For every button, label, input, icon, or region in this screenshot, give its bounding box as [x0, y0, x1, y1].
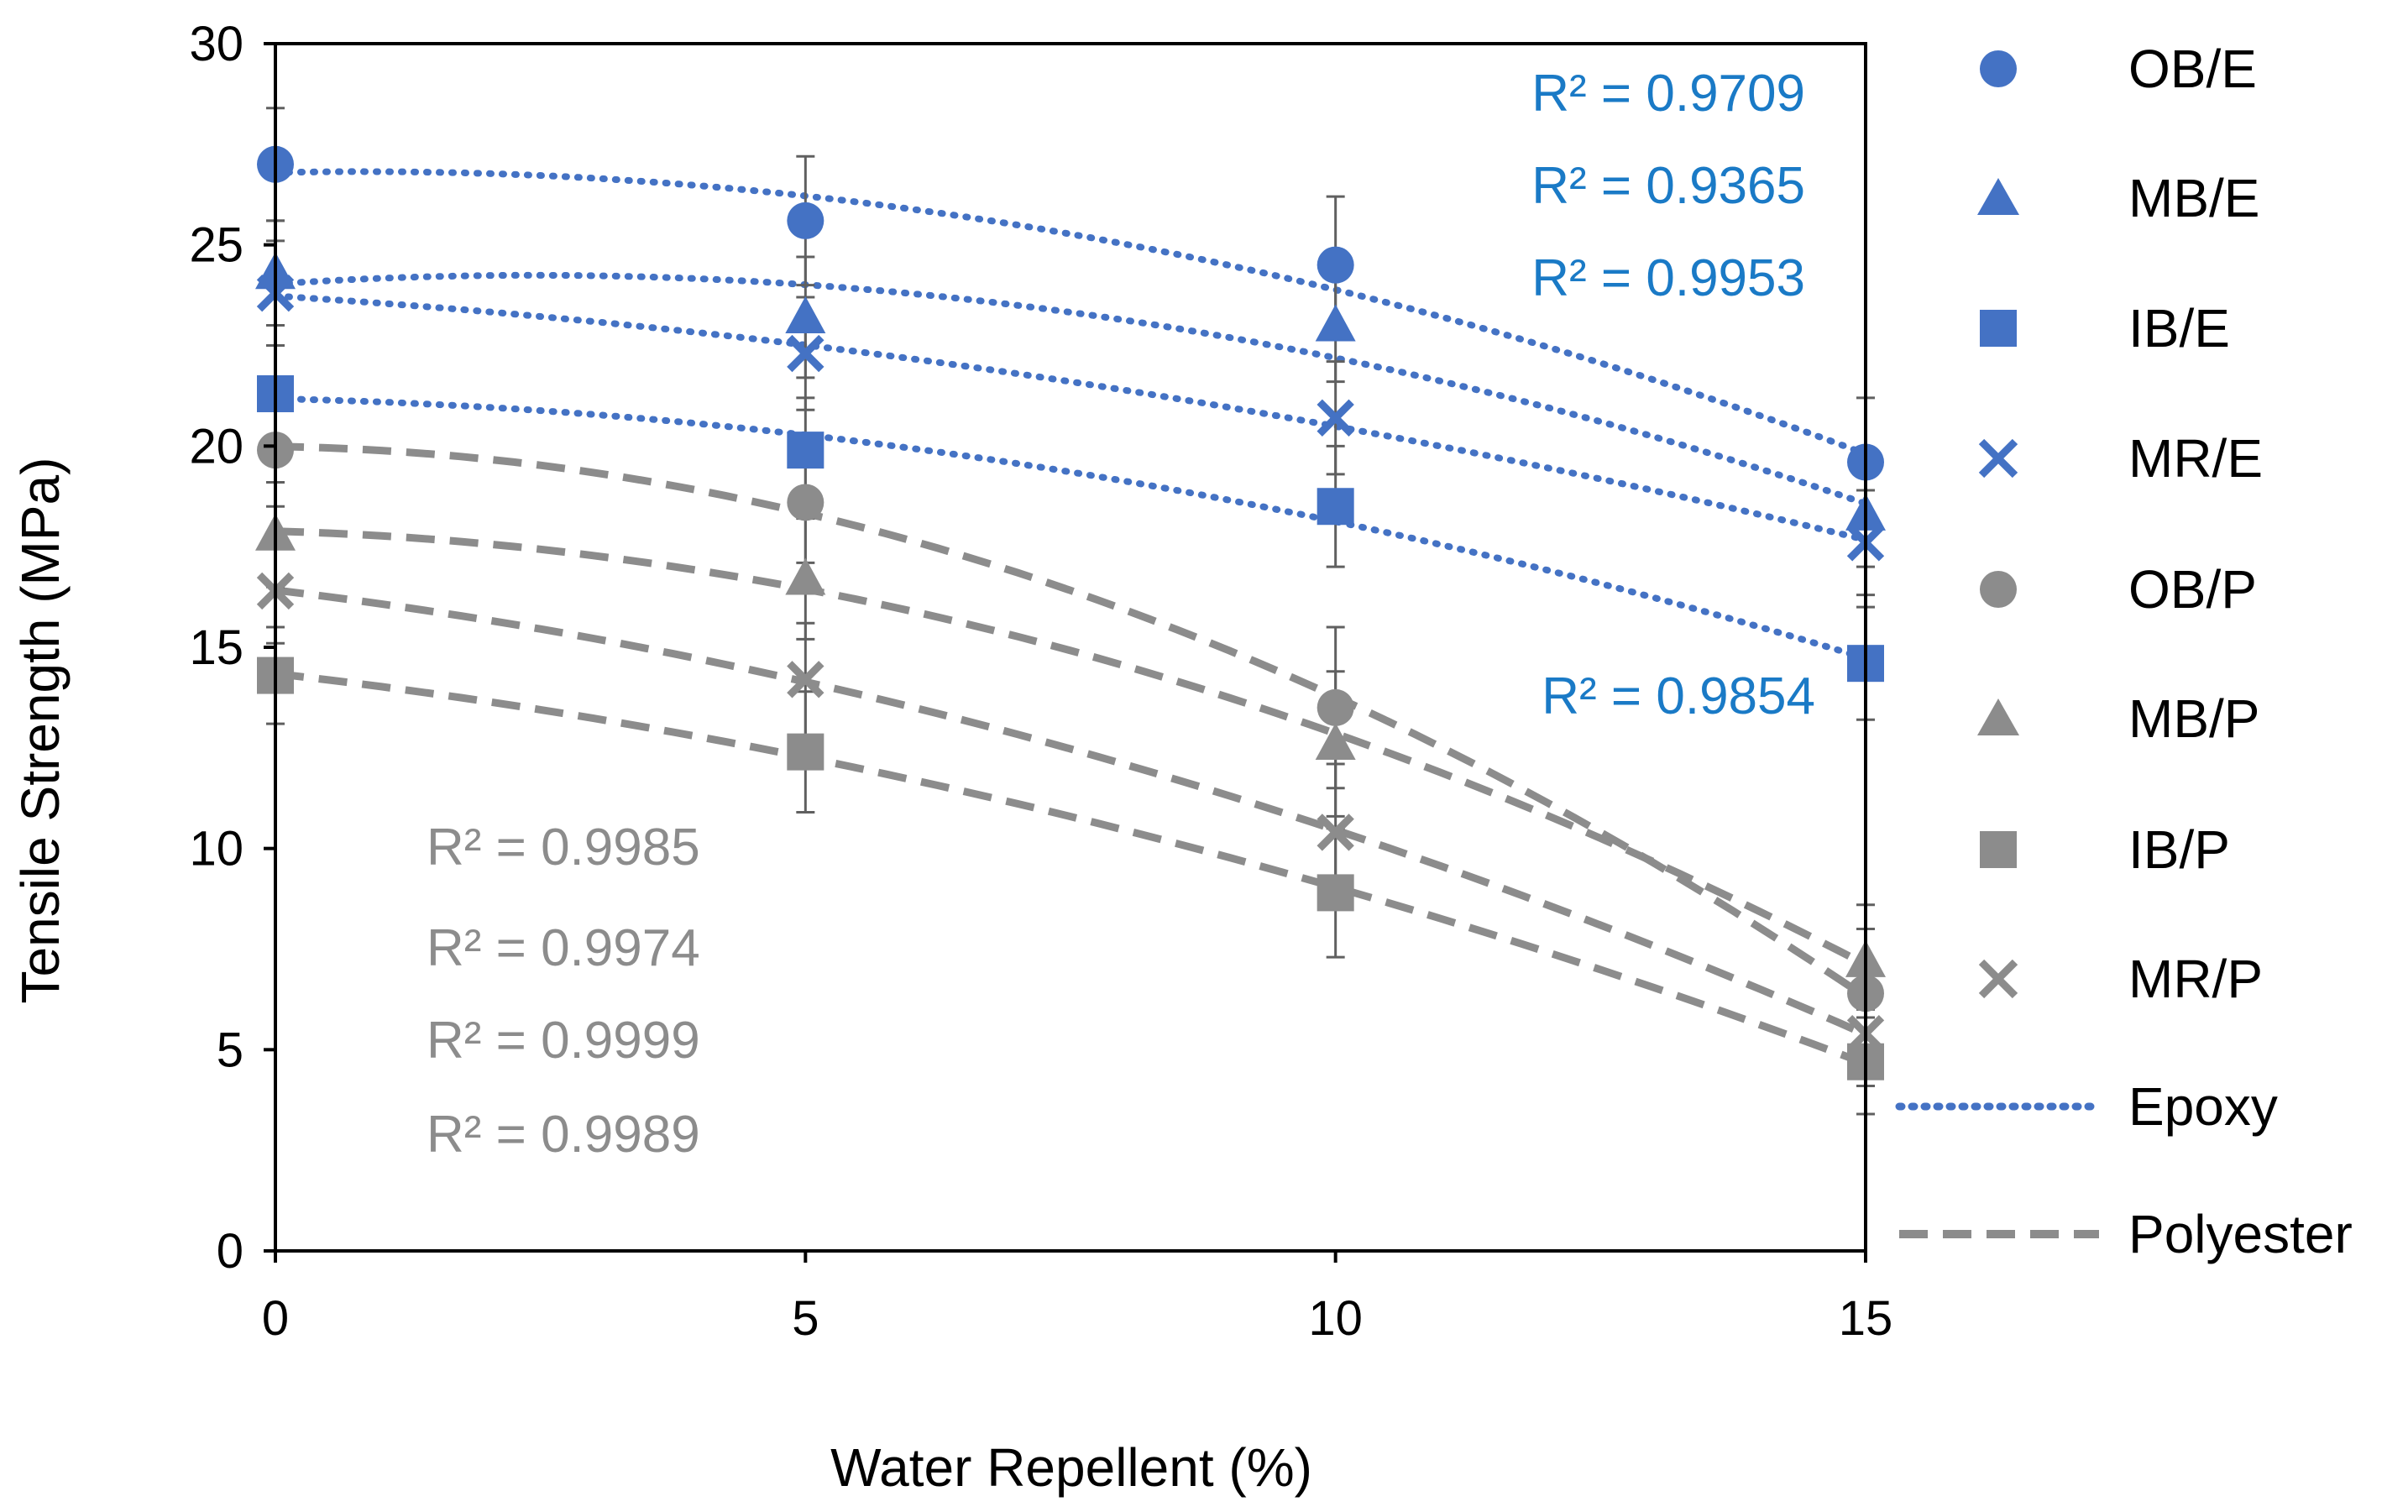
legend-label-mr-e: MR/E [2128, 428, 2263, 489]
point-ob-e-2 [1317, 246, 1354, 284]
legend-marker-ib-e [1980, 310, 2017, 347]
r2-label-epoxy-1: R² = 0.9709 [1531, 65, 1805, 123]
y-tick-label-5: 25 [189, 218, 243, 273]
point-mr-p-2 [1317, 814, 1354, 851]
legend-marker-mb-e [1977, 178, 2019, 215]
point-mb-p-2 [1315, 723, 1356, 761]
y-tick-label-0: 0 [217, 1224, 243, 1279]
y-tick-label-2: 10 [189, 822, 243, 876]
r2-label-polyester-4: R² = 0.9989 [427, 1106, 700, 1164]
legend-label-ib-e: IB/E [2128, 298, 2230, 358]
trendline-layer [272, 168, 1869, 1068]
legend-entry-mb-p: MB/P [1977, 688, 2259, 749]
tick-label-layer: 0 5 10 15 20 25 30 0 5 10 15 [189, 17, 1892, 1346]
legend-entry-polyester: Polyester [1899, 1204, 2353, 1264]
r2-label-epoxy-3: R² = 0.9953 [1531, 249, 1805, 307]
r2-label-polyester-3: R² = 0.9999 [427, 1012, 700, 1070]
trendline-mb-e [272, 271, 1869, 507]
legend-label-mr-p: MR/P [2128, 949, 2263, 1009]
legend-label-ob-e: OB/E [2128, 39, 2257, 99]
x-tick-label-2: 10 [1308, 1291, 1363, 1346]
legend-label-epoxy: Epoxy [2128, 1076, 2278, 1137]
legend-entry-mr-p: MR/P [1978, 949, 2263, 1009]
x-axis-title: Water Repellent (%) [830, 1437, 1312, 1498]
trendline-mr-p [275, 586, 1867, 1039]
legend-marker-ib-p [1980, 831, 2017, 868]
trendline-ob-p [275, 442, 1868, 1001]
point-mb-e-1 [785, 296, 826, 333]
legend-entry-ob-p: OB/P [1980, 559, 2257, 620]
legend-entry-ib-p: IB/P [1980, 819, 2230, 880]
error-bar-layer [266, 107, 1875, 1116]
legend-label-polyester: Polyester [2128, 1204, 2353, 1264]
point-ob-p-1 [787, 484, 824, 521]
legend-label-mb-p: MB/P [2128, 688, 2259, 749]
point-ob-p-2 [1317, 688, 1354, 726]
y-tick-label-3: 15 [189, 620, 243, 675]
legend-label-mb-e: MB/E [2128, 168, 2259, 228]
legend-marker-mr-p [1978, 959, 2018, 999]
legend-label-ib-p: IB/P [2128, 819, 2230, 880]
legend-label-ob-p: OB/P [2128, 559, 2257, 620]
point-ib-p-2 [1317, 874, 1354, 912]
legend-marker-mb-p [1977, 698, 2019, 735]
polyester-r2-annotations: R² = 0.9985 R² = 0.9974 R² = 0.9999 R² =… [427, 819, 700, 1164]
point-mr-p-1 [787, 661, 824, 698]
r2-label-polyester-1: R² = 0.9985 [427, 819, 700, 876]
point-ob-e-1 [787, 201, 824, 239]
legend-entry-ob-e: OB/E [1980, 39, 2257, 99]
point-ib-e-1 [787, 432, 824, 469]
point-mr-e-1 [787, 334, 824, 373]
trendline-mr-e [272, 292, 1869, 543]
legend-marker-ob-e [1980, 50, 2017, 87]
r2-label-epoxy-2: R² = 0.9365 [1531, 157, 1805, 215]
legend-entry-mr-e: MR/E [1978, 428, 2263, 489]
x-tick-label-1: 5 [792, 1291, 819, 1346]
y-tick-label-6: 30 [189, 17, 243, 71]
y-tick-label-1: 5 [217, 1023, 243, 1077]
r2-label-epoxy-4: R² = 0.9854 [1542, 667, 1815, 725]
epoxy-r2-annotations: R² = 0.9709 R² = 0.9365 R² = 0.9953 R² =… [1531, 65, 1815, 725]
point-ib-p-1 [787, 733, 824, 771]
point-mb-e-2 [1315, 304, 1356, 342]
legend-marker-ob-p [1980, 571, 2017, 608]
point-mr-e-2 [1317, 399, 1354, 437]
trendline-ib-p [275, 669, 1867, 1068]
x-tick-label-0: 0 [262, 1291, 289, 1346]
legend-entry-ib-e: IB/E [1980, 298, 2230, 358]
legend-entry-epoxy: Epoxy [1895, 1076, 2278, 1137]
point-ib-e-2 [1317, 488, 1354, 526]
legend: OB/E MB/E IB/E MR/E OB/P MB/P IB/P MR/P [1895, 39, 2353, 1264]
point-mb-p-1 [785, 557, 826, 595]
legend-marker-mr-e [1978, 438, 2018, 479]
axes-layer [264, 42, 1867, 1263]
r2-label-polyester-2: R² = 0.9974 [427, 919, 700, 977]
trendline-ib-e [272, 395, 1869, 662]
legend-entry-mb-e: MB/E [1977, 168, 2259, 228]
y-tick-label-4: 20 [189, 419, 243, 473]
trendline-mb-p [275, 527, 1868, 968]
x-tick-label-3: 15 [1839, 1291, 1893, 1346]
y-axis-title: Tensile Strength (MPa) [10, 458, 71, 1004]
trendline-ob-e [272, 168, 1869, 458]
